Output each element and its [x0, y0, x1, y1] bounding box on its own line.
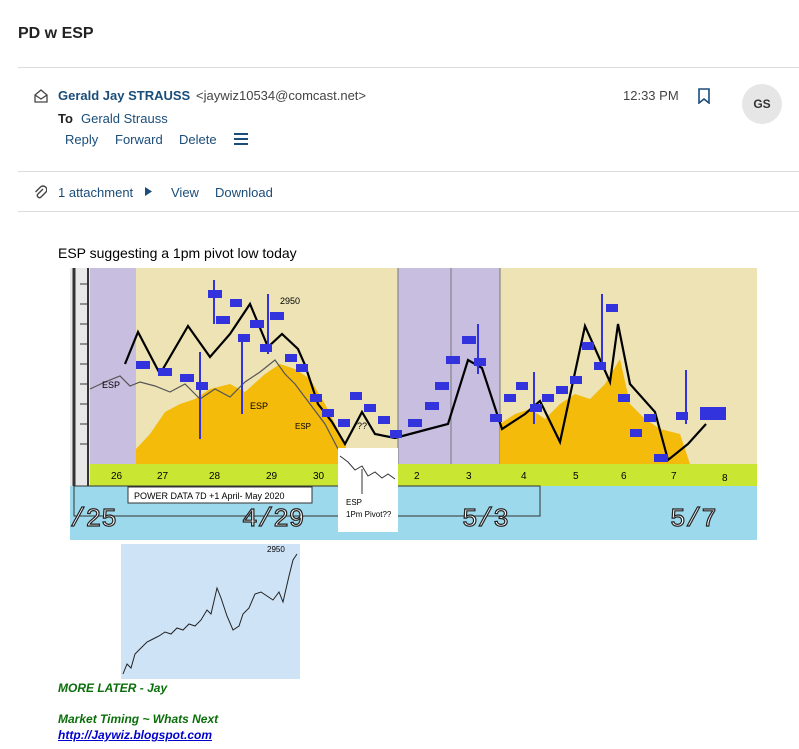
email-subject: PD w ESP — [18, 25, 94, 42]
pivot-esp-label: ESP — [346, 498, 362, 507]
date-number: 8 — [722, 473, 728, 484]
reply-button[interactable]: Reply — [65, 132, 99, 147]
esp-label: ESP — [295, 422, 311, 431]
signature-blog-link[interactable]: http://Jaywiz.blogspot.com — [58, 728, 213, 742]
bookmark-icon[interactable] — [697, 88, 711, 104]
big-date: 5/7 — [670, 504, 717, 534]
received-time: 12:33 PM — [623, 88, 679, 103]
envelope-open-icon — [34, 89, 48, 103]
delete-button[interactable]: Delete — [179, 132, 217, 147]
date-number: 2 — [414, 471, 420, 482]
chart-box-label: POWER DATA 7D +1 April- May 2020 — [134, 491, 284, 501]
download-attachment-link[interactable]: Download — [215, 185, 273, 200]
view-attachment-link[interactable]: View — [171, 185, 199, 200]
forward-button[interactable]: Forward — [115, 132, 163, 147]
esp-label: ESP — [250, 401, 268, 411]
to-label: To — [58, 111, 73, 126]
date-number: 26 — [111, 471, 123, 482]
big-date: 5/3 — [462, 504, 509, 534]
big-date: /25 — [70, 504, 117, 534]
date-number: 29 — [266, 471, 278, 482]
big-date: 4/29 — [242, 504, 304, 534]
sender-name[interactable]: Gerald Jay STRAUSS — [58, 88, 191, 103]
more-actions-menu-icon[interactable] — [234, 133, 248, 145]
level-label: 2950 — [280, 296, 300, 306]
signature-more-later: MORE LATER - Jay — [58, 681, 168, 695]
sender-email: <jaywiz10534@comcast.net> — [196, 88, 367, 103]
pivot-caption: 1Pm Pivot?? — [346, 510, 392, 519]
inset-level-label: 2950 — [267, 545, 285, 554]
email-body-headline: ESP suggesting a 1pm pivot low today — [58, 245, 297, 261]
avatar: GS — [742, 84, 782, 124]
date-number: 30 — [313, 471, 325, 482]
date-number: 7 — [671, 471, 677, 482]
date-number: 3 — [466, 471, 472, 482]
esp-label: ESP — [102, 380, 120, 390]
date-number: 4 — [521, 471, 527, 482]
date-number: 27 — [157, 471, 169, 482]
pivot-marker: ?? — [357, 421, 367, 431]
paperclip-icon — [35, 185, 47, 199]
recipient-name[interactable]: Gerald Strauss — [81, 111, 168, 126]
esp-power-data-chart-image: ESP ESP ESP 2950 ?? 26 27 28 29 30 2 3 4… — [70, 264, 757, 544]
attachment-count[interactable]: 1 attachment — [58, 185, 134, 200]
divider — [18, 171, 799, 172]
date-number: 28 — [209, 471, 221, 482]
signature-blog-title: Market Timing ~ Whats Next — [58, 712, 219, 726]
divider — [18, 67, 799, 68]
price-inset-chart-image: 2950 — [121, 544, 300, 679]
caret-right-icon[interactable] — [145, 187, 152, 196]
divider — [18, 211, 799, 212]
date-number: 5 — [573, 471, 579, 482]
date-number: 6 — [621, 471, 627, 482]
